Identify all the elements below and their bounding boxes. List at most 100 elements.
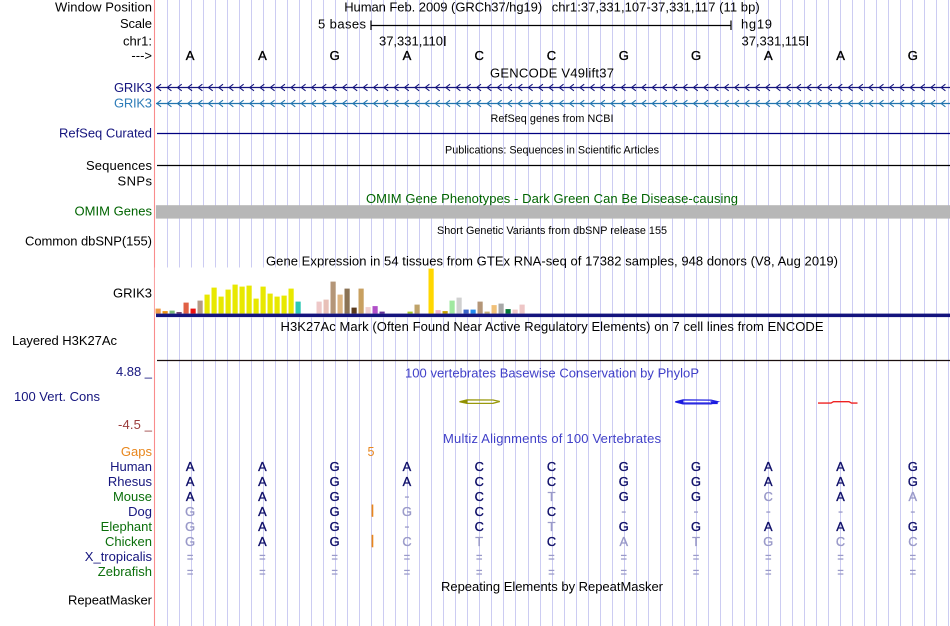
svg-text:G: G (185, 519, 195, 534)
svg-text:C: C (402, 534, 411, 549)
svg-text:G: G (330, 489, 340, 504)
svg-text:OMIM Genes: OMIM Genes (75, 204, 153, 219)
svg-text:X_tropicalis: X_tropicalis (85, 549, 153, 564)
svg-text:G: G (691, 489, 701, 504)
svg-text:A: A (764, 474, 773, 489)
svg-text:hg19: hg19 (741, 17, 772, 32)
svg-text:Zebrafish: Zebrafish (98, 564, 152, 579)
svg-text:A: A (619, 534, 628, 549)
svg-text:37,331,115: 37,331,115 (742, 34, 806, 49)
svg-text:C: C (547, 48, 556, 63)
svg-text:37,331,110: 37,331,110 (379, 34, 443, 49)
svg-text:G: G (691, 474, 701, 489)
svg-text:A: A (836, 489, 845, 504)
svg-text:chr1:: chr1: (123, 34, 152, 49)
svg-text:A: A (836, 474, 845, 489)
svg-text:G: G (763, 534, 773, 549)
svg-text:A: A (403, 459, 412, 474)
svg-text:G: G (330, 48, 340, 63)
svg-text:Common dbSNP(155): Common dbSNP(155) (25, 234, 152, 249)
svg-text:Human: Human (110, 459, 152, 474)
svg-text:Publications: Sequences in Sci: Publications: Sequences in Scientific Ar… (445, 144, 660, 156)
svg-text:Short Genetic Variants from db: Short Genetic Variants from dbSNP releas… (437, 225, 667, 237)
svg-text:Elephant: Elephant (101, 519, 153, 534)
svg-text:T: T (548, 489, 556, 504)
svg-text:H3K27Ac Mark (Often Found Near: H3K27Ac Mark (Often Found Near Active Re… (281, 319, 824, 334)
svg-text:Rhesus: Rhesus (108, 474, 153, 489)
svg-text:A: A (836, 459, 845, 474)
svg-text:Human Feb. 2009 (GRCh37/hg19): Human Feb. 2009 (GRCh37/hg19) (344, 0, 542, 15)
svg-text:A: A (186, 489, 195, 504)
svg-text:C: C (908, 534, 917, 549)
svg-text:C: C (475, 489, 484, 504)
svg-text:A: A (258, 48, 267, 63)
svg-text:G: G (691, 459, 701, 474)
svg-text:A: A (258, 489, 267, 504)
svg-text:T: T (548, 519, 556, 534)
svg-text:RefSeq genes from NCBI: RefSeq genes from NCBI (491, 113, 614, 125)
svg-text:A: A (186, 474, 195, 489)
svg-text:-4.5 _: -4.5 _ (118, 417, 153, 432)
svg-text:Gaps: Gaps (121, 444, 153, 459)
svg-text:OMIM Gene Phenotypes - Dark Gr: OMIM Gene Phenotypes - Dark Green Can Be… (366, 191, 738, 206)
svg-text:G: G (330, 519, 340, 534)
svg-text:Chicken: Chicken (105, 534, 152, 549)
svg-text:A: A (186, 48, 195, 63)
svg-text:GRIK3: GRIK3 (114, 80, 152, 95)
svg-text:G: G (330, 534, 340, 549)
svg-text:100 vertebrates Basewise Conse: 100 vertebrates Basewise Conservation by… (405, 366, 699, 381)
svg-text:C: C (547, 534, 556, 549)
svg-text:Window Position: Window Position (55, 0, 152, 15)
svg-text:GENCODE V49lift37: GENCODE V49lift37 (490, 66, 614, 81)
svg-text:A: A (258, 534, 267, 549)
svg-text:G: G (691, 48, 701, 63)
svg-text:G: G (908, 474, 918, 489)
svg-text:GRIK3: GRIK3 (114, 95, 152, 110)
svg-text:Scale: Scale (120, 16, 152, 31)
svg-text:C: C (475, 504, 484, 519)
svg-text:G: G (619, 459, 629, 474)
svg-text:G: G (185, 534, 195, 549)
svg-text:G: G (619, 489, 629, 504)
svg-text:G: G (691, 519, 701, 534)
svg-text:C: C (547, 474, 556, 489)
svg-text:A: A (403, 474, 412, 489)
svg-text:A: A (258, 459, 267, 474)
svg-text:RepeatMasker: RepeatMasker (68, 592, 153, 607)
svg-text:4.88 _: 4.88 _ (116, 364, 153, 379)
svg-text:G: G (908, 459, 918, 474)
svg-text:C: C (475, 519, 484, 534)
svg-text:5 bases: 5 bases (318, 17, 367, 32)
svg-text:Layered H3K27Ac: Layered H3K27Ac (12, 333, 118, 348)
svg-text:Dog: Dog (128, 504, 152, 519)
svg-text:100 Vert. Cons: 100 Vert. Cons (14, 389, 101, 404)
svg-text:A: A (258, 519, 267, 534)
svg-text:Mouse: Mouse (113, 489, 152, 504)
svg-text:A: A (836, 48, 845, 63)
svg-text:T: T (475, 534, 483, 549)
svg-text:A: A (403, 48, 412, 63)
svg-text:Repeating Elements by RepeatMa: Repeating Elements by RepeatMasker (441, 579, 664, 594)
svg-text:A: A (836, 519, 845, 534)
svg-text:C: C (836, 534, 845, 549)
svg-text:G: G (908, 519, 918, 534)
svg-text:--->: ---> (131, 48, 152, 63)
svg-text:G: G (402, 504, 412, 519)
svg-text:G: G (330, 504, 340, 519)
svg-text:A: A (186, 459, 195, 474)
svg-text:A: A (909, 489, 918, 504)
svg-text:C: C (764, 489, 773, 504)
svg-text:C: C (475, 459, 484, 474)
svg-text:Multiz Alignments of 100 Verte: Multiz Alignments of 100 Vertebrates (443, 431, 662, 446)
svg-text:A: A (258, 474, 267, 489)
svg-text:chr1:37,331,107-37,331,117 (11: chr1:37,331,107-37,331,117 (11 bp) (552, 0, 760, 15)
svg-text:C: C (475, 474, 484, 489)
svg-text:Gene Expression in 54 tissues: Gene Expression in 54 tissues from GTEx … (266, 254, 838, 269)
svg-text:A: A (764, 459, 773, 474)
svg-text:SNPs: SNPs (118, 174, 153, 189)
svg-text:G: G (619, 48, 629, 63)
svg-text:A: A (764, 519, 773, 534)
svg-text:A: A (764, 48, 773, 63)
svg-text:G: G (185, 504, 195, 519)
svg-text:RefSeq Curated: RefSeq Curated (59, 126, 152, 141)
